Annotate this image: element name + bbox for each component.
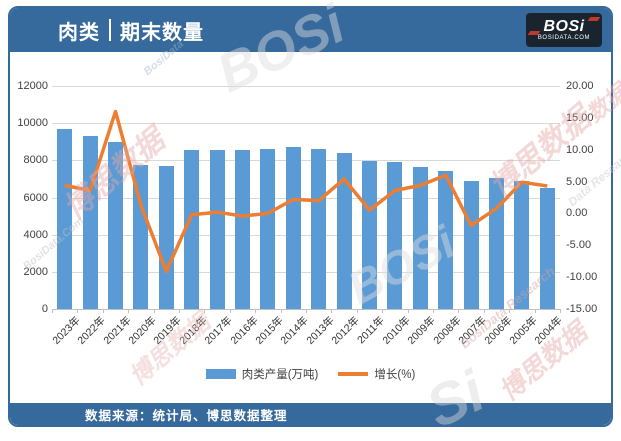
x-axis-tick [229, 309, 231, 313]
bar-2017年 [209, 149, 225, 309]
chart-card: 肉类 期末数量 BOSi BOSIDATA.COM 0 2000 4000 6000 8… [8, 6, 613, 427]
y-axis-label: 6000 [23, 191, 48, 204]
card-header: 肉类 期末数量 BOSi BOSIDATA.COM [10, 8, 611, 52]
legend-item-production: 肉类产量(万吨) [205, 366, 319, 382]
x-axis-tick [534, 309, 536, 313]
gridline [52, 160, 560, 162]
right-axis-label: 0.00 [566, 207, 588, 220]
bar-2014年 [285, 146, 301, 309]
gridline [52, 123, 560, 125]
x-axis-tick [407, 309, 409, 313]
x-axis-tick [77, 309, 79, 313]
gridline [52, 197, 560, 199]
x-axis-tick [560, 309, 561, 313]
title-divider [109, 19, 111, 41]
x-axis-tick [483, 309, 485, 313]
bar-2019年 [158, 166, 174, 309]
right-axis-label: 5.00 [566, 175, 588, 188]
chart-legend: 肉类产量(万吨) 增长(%) [10, 366, 611, 382]
chart-title: 肉类 期末数量 [58, 16, 204, 45]
gridline [52, 271, 560, 273]
x-axis-label: 2010年 [380, 314, 413, 347]
bar-2018年 [184, 149, 200, 309]
x-axis-tick [382, 309, 384, 313]
gridline [52, 234, 560, 236]
y-axis-label: 10000 [17, 117, 48, 130]
x-axis-label: 2023年 [50, 314, 83, 347]
growth-line-svg [64, 109, 548, 274]
bar-2016年 [235, 149, 250, 309]
bar-2012年 [336, 152, 352, 309]
bosi-logo: BOSi BOSIDATA.COM [526, 13, 602, 47]
bar-2013年 [311, 148, 327, 309]
x-axis-label: 2022年 [75, 314, 109, 347]
y-axis-label: 2000 [23, 265, 48, 278]
bar-2008年 [438, 171, 454, 309]
x-axis-tick [128, 309, 130, 313]
data-source-text: 数据来源：统计局、博思数据整理 [85, 408, 288, 423]
x-axis-label: 2004年 [532, 314, 566, 347]
right-axis-label: 10.00 [566, 143, 594, 156]
x-axis-tick [179, 309, 180, 313]
growth-line [64, 109, 548, 274]
x-axis-label: 2014年 [278, 314, 312, 347]
x-axis-label: 2017年 [202, 314, 236, 347]
x-axis-tick [102, 309, 104, 313]
x-axis-tick [458, 309, 460, 313]
right-axis-label: -10.00 [566, 271, 598, 284]
legend-item-growth: 增长(%) [338, 366, 415, 382]
x-axis-label: 2016年 [227, 314, 261, 347]
y-axis-label: 12000 [17, 80, 48, 92]
x-axis-label: 2007年 [456, 314, 490, 347]
bar-2005年 [514, 181, 530, 309]
x-axis-tick [280, 309, 282, 313]
bar-2007年 [463, 181, 479, 309]
bar-2023年 [57, 128, 73, 309]
plot-area: 0 2000 4000 6000 8000 10000 12000 -15.00 -10.00 -… [10, 8, 611, 425]
bar-2020年 [133, 164, 149, 309]
x-axis-tick [433, 309, 434, 313]
chart-title-suffix: 期末数量 [120, 21, 204, 44]
right-axis-label: 20.00 [566, 80, 594, 92]
x-axis-label: 2009年 [405, 314, 439, 347]
x-axis-tick [509, 309, 511, 313]
legend-line-swatch [338, 372, 369, 376]
x-axis-label: 2018年 [177, 314, 210, 347]
gridline [52, 86, 560, 87]
y-axis-label: 0 [41, 303, 48, 315]
x-axis-label: 2021年 [100, 314, 134, 347]
card-footer: 数据来源：统计局、博思数据整理 [10, 403, 611, 425]
legend-bar-label: 肉类产量(万吨) [241, 369, 319, 381]
bar-2004年 [539, 188, 555, 309]
legend-bar-swatch [205, 369, 236, 379]
x-axis-tick [255, 309, 257, 313]
x-axis-tick [153, 309, 155, 313]
x-axis-tick [204, 309, 206, 313]
right-axis-label: -5.00 [566, 239, 592, 252]
x-axis-tick [306, 309, 307, 313]
x-axis-tick [52, 309, 53, 313]
legend-line-label: 增长(%) [374, 369, 416, 381]
logo-text: BOSi [543, 17, 585, 35]
logo-domain: BOSIDATA.COM [537, 34, 591, 41]
right-axis-label: -15.00 [566, 303, 598, 315]
right-axis-label: 15.00 [566, 111, 594, 124]
x-axis-label: 2008年 [431, 314, 464, 347]
bar-2011年 [362, 161, 377, 309]
x-axis-tick [356, 309, 358, 313]
x-axis-tick [331, 309, 333, 313]
bar-2015年 [260, 148, 276, 309]
bar-2021年 [108, 141, 123, 309]
bar-2009年 [412, 166, 428, 309]
chart-title-prefix: 肉类 [58, 21, 100, 44]
y-axis-label: 4000 [23, 228, 48, 241]
x-axis-label: 2006年 [481, 314, 515, 347]
x-axis-label: 2012年 [329, 314, 363, 347]
x-axis-label: 2013年 [304, 314, 337, 347]
bar-2010年 [387, 161, 403, 309]
x-axis-label: 2019年 [151, 314, 185, 347]
y-axis-label: 8000 [23, 154, 48, 167]
